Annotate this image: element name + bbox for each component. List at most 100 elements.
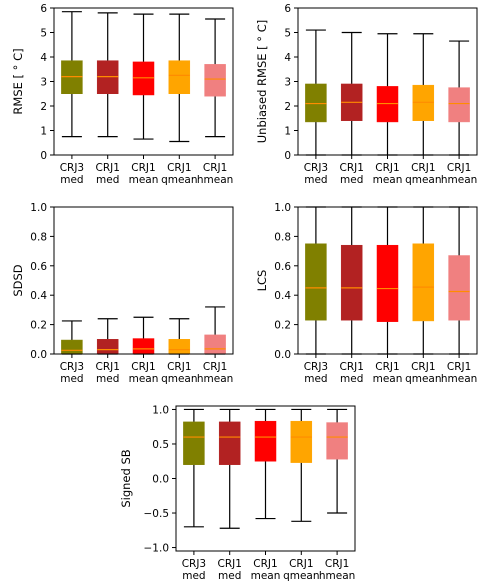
chart-panel-3: 0.00.20.40.60.81.0CRJ3medCRJ1medCRJ1mean… <box>11 202 234 385</box>
x-tick-label: med <box>60 373 83 385</box>
y-tick-label: 0.0 <box>274 349 291 361</box>
x-tick-label: qmean <box>161 373 197 385</box>
x-tick-label: med <box>60 174 83 186</box>
x-tick-label: med <box>340 174 363 186</box>
x-tick-label: CRJ1 <box>167 361 191 373</box>
y-tick-label: 6 <box>40 3 47 15</box>
box-5 <box>448 255 470 321</box>
x-tick-label: med <box>96 174 119 186</box>
y-tick-label: −0.5 <box>144 508 170 520</box>
x-tick-label: mean <box>373 174 403 186</box>
y-tick-label: 1.0 <box>152 404 169 416</box>
y-tick-label: 0.5 <box>152 439 169 451</box>
x-tick-label: qmean <box>405 373 441 385</box>
y-axis-label: LCS <box>255 270 269 292</box>
y-tick-label: 0 <box>284 150 291 162</box>
y-tick-label: 0.0 <box>152 474 169 486</box>
x-tick-label: med <box>218 570 241 582</box>
y-tick-label: 0.6 <box>30 261 47 273</box>
box-5 <box>326 422 348 460</box>
y-tick-label: 0.8 <box>274 231 291 243</box>
y-tick-label: 0.2 <box>274 320 291 332</box>
y-tick-label: 5 <box>40 28 47 40</box>
x-tick-label: hmean <box>197 174 233 186</box>
y-tick-label: 0.0 <box>30 349 47 361</box>
x-tick-label: CRJ1 <box>411 162 435 174</box>
box-3 <box>254 420 277 462</box>
y-tick-label: −1.0 <box>144 543 170 555</box>
box-3 <box>132 61 155 96</box>
box-4 <box>290 420 313 463</box>
x-tick-label: CRJ1 <box>95 361 119 373</box>
box-1 <box>61 60 83 94</box>
y-tick-label: 3 <box>284 77 291 89</box>
x-tick-label: hmean <box>441 373 477 385</box>
x-tick-label: qmean <box>405 174 441 186</box>
y-tick-label: 6 <box>284 3 291 15</box>
y-tick-label: 3 <box>40 77 47 89</box>
y-tick-label: 1.0 <box>30 202 47 214</box>
box-5 <box>204 64 226 97</box>
box-2 <box>218 421 241 465</box>
x-tick-label: CRJ1 <box>375 361 399 373</box>
x-tick-label: CRJ1 <box>203 162 227 174</box>
y-axis-label: SDSD <box>11 264 25 296</box>
box-4 <box>168 339 191 354</box>
box-1 <box>183 421 205 465</box>
y-tick-label: 4 <box>284 52 291 64</box>
y-tick-label: 0.8 <box>30 231 47 243</box>
x-tick-label: mean <box>129 373 159 385</box>
x-tick-label: CRJ3 <box>304 361 328 373</box>
box-4 <box>412 84 435 121</box>
x-tick-label: CRJ1 <box>375 162 399 174</box>
y-tick-label: 1 <box>40 126 47 138</box>
chart-panel-2: 0123456CRJ3medCRJ1medCRJ1meanCRJ1qmeanCR… <box>255 3 478 186</box>
box-2 <box>96 339 119 354</box>
y-axis-label: Unbiased RMSE [ ° C] <box>255 20 269 143</box>
x-tick-label: CRJ1 <box>95 162 119 174</box>
x-tick-label: med <box>96 373 119 385</box>
box-3 <box>376 244 399 322</box>
x-tick-label: med <box>304 174 327 186</box>
x-tick-label: hmean <box>197 373 233 385</box>
x-tick-label: hmean <box>441 174 477 186</box>
y-axis-label: RMSE [ ° C] <box>11 48 25 114</box>
x-tick-label: mean <box>251 570 281 582</box>
x-tick-label: CRJ1 <box>339 361 363 373</box>
chart-panel-1: 0123456CRJ3medCRJ1medCRJ1meanCRJ1qmeanCR… <box>11 3 234 186</box>
x-tick-label: mean <box>129 174 159 186</box>
box-2 <box>340 244 363 321</box>
y-tick-label: 1 <box>284 126 291 138</box>
y-axis-label: Signed SB <box>119 449 133 507</box>
y-tick-label: 0.4 <box>274 290 291 302</box>
y-tick-label: 2 <box>284 101 291 113</box>
x-tick-label: CRJ1 <box>217 558 241 570</box>
x-tick-label: hmean <box>319 570 355 582</box>
x-tick-label: mean <box>373 373 403 385</box>
y-tick-label: 0.2 <box>30 320 47 332</box>
box-1 <box>305 83 327 123</box>
chart-panel-4: 0.00.20.40.60.81.0CRJ3medCRJ1medCRJ1mean… <box>255 202 478 385</box>
chart-panel-5: −1.0−0.50.00.51.0CRJ3medCRJ1medCRJ1meanC… <box>119 404 356 582</box>
x-tick-label: CRJ1 <box>447 361 471 373</box>
x-tick-label: CRJ1 <box>325 558 349 570</box>
y-tick-label: 5 <box>284 28 291 40</box>
y-tick-label: 0.4 <box>30 290 47 302</box>
y-tick-label: 1.0 <box>274 202 291 214</box>
x-tick-label: qmean <box>283 570 319 582</box>
x-tick-label: CRJ3 <box>182 558 206 570</box>
x-tick-label: qmean <box>161 174 197 186</box>
box-3 <box>132 338 155 354</box>
x-tick-label: CRJ1 <box>253 558 277 570</box>
x-tick-label: CRJ1 <box>203 361 227 373</box>
x-tick-label: CRJ1 <box>131 361 155 373</box>
x-tick-label: CRJ1 <box>447 162 471 174</box>
box-2 <box>96 60 119 94</box>
box-1 <box>305 243 327 321</box>
x-tick-label: CRJ1 <box>411 361 435 373</box>
box-1 <box>61 339 83 354</box>
x-tick-label: med <box>304 373 327 385</box>
x-tick-label: CRJ1 <box>289 558 313 570</box>
box-4 <box>412 243 435 322</box>
box-4 <box>168 60 191 94</box>
